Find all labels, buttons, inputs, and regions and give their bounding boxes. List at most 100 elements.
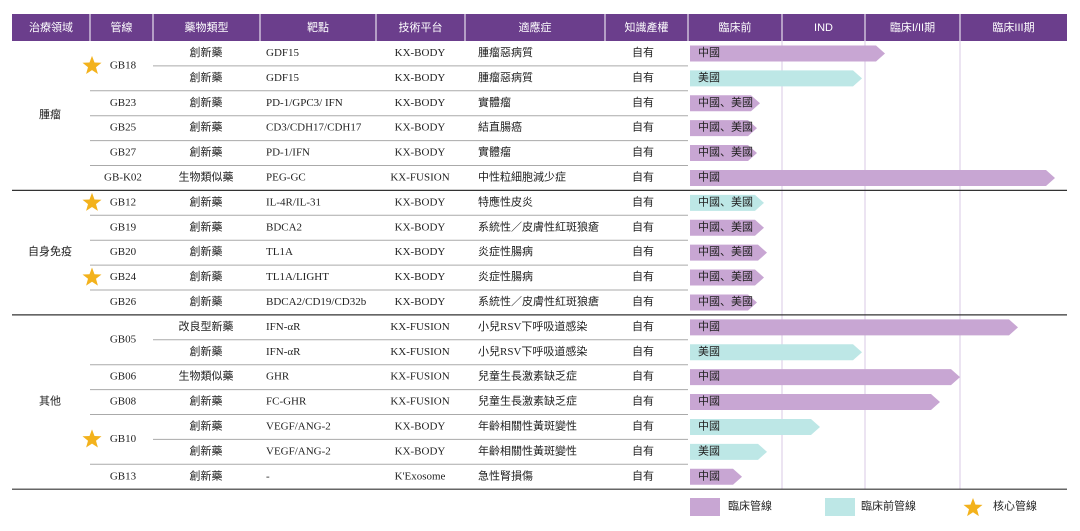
drug-type: 創新藥 (190, 145, 223, 159)
platform: KX-BODY (395, 271, 446, 283)
region: 中國、美國 (698, 245, 753, 258)
header-cell: 管線 (111, 20, 133, 34)
therapeutic-area: 其他 (39, 395, 61, 408)
header-cell: 靶點 (307, 21, 329, 34)
pipeline: GB05 (110, 333, 137, 345)
platform: KX-FUSION (390, 346, 449, 358)
indication: 年齡相關性黃斑變性 (478, 443, 577, 457)
legend-swatch (690, 498, 720, 516)
ip: 自有 (632, 45, 654, 59)
progress-arrow (690, 369, 960, 386)
drug-type: 生物類似藥 (179, 369, 234, 383)
ip: 自有 (632, 219, 654, 233)
platform: KX-FUSION (390, 171, 449, 183)
progress-arrow (690, 95, 760, 112)
platform: KX-BODY (395, 246, 446, 258)
progress-arrow (690, 319, 1018, 336)
pipeline: GB08 (110, 396, 137, 408)
indication: 小兒RSV下呼吸道感染 (478, 344, 587, 358)
legend-swatch (825, 498, 855, 516)
target: VEGF/ANG-2 (266, 445, 331, 457)
drug-type: 創新藥 (190, 95, 223, 109)
pipeline: GB18 (110, 59, 137, 71)
platform: KX-BODY (395, 296, 446, 308)
pipeline: GB23 (110, 97, 137, 109)
region: 中國、美國 (698, 270, 753, 283)
region: 中國 (698, 370, 720, 383)
pipeline: GB12 (110, 196, 136, 208)
region: 中國、美國 (698, 121, 753, 134)
region: 美國 (698, 444, 720, 457)
target: BDCA2/CD19/CD32b (266, 296, 367, 308)
progress-arrow (690, 219, 764, 236)
indication: 炎症性腸病 (478, 269, 533, 283)
header-cell: 治療領域 (29, 20, 73, 34)
header-cell: 臨床前 (719, 20, 752, 34)
drug-type: 創新藥 (190, 468, 223, 482)
region: 美國 (698, 345, 720, 358)
target: VEGF/ANG-2 (266, 420, 331, 432)
ip: 自有 (632, 194, 654, 208)
ip: 自有 (632, 468, 654, 482)
region: 中國、美國 (698, 96, 753, 109)
region: 中國 (698, 395, 720, 408)
header-cell: 適應症 (519, 20, 552, 34)
indication: 腫瘤惡病質 (478, 70, 533, 84)
region: 中國 (698, 469, 720, 482)
pipeline: GB25 (110, 122, 137, 134)
core-star (82, 192, 102, 211)
pipeline: GB13 (110, 470, 137, 482)
region: 中國、美國 (698, 220, 753, 233)
progress-arrow (690, 120, 757, 137)
progress-arrow (690, 45, 885, 62)
region: 中國、美國 (698, 295, 753, 308)
progress-arrow (690, 344, 862, 361)
region: 中國、美國 (698, 146, 753, 159)
indication: 實體瘤 (478, 145, 511, 159)
target: - (266, 470, 270, 482)
core-star (82, 55, 102, 74)
region: 美國 (698, 71, 720, 84)
indication: 急性腎損傷 (478, 468, 533, 482)
platform: KX-BODY (395, 147, 446, 159)
target: PD-1/GPC3/ IFN (266, 97, 343, 109)
ip: 自有 (632, 369, 654, 383)
target: FC-GHR (266, 396, 307, 408)
region: 中國 (698, 46, 720, 59)
ip: 自有 (632, 269, 654, 283)
ip: 自有 (632, 95, 654, 109)
region: 中國、美國 (698, 195, 753, 208)
therapeutic-area: 腫瘤 (39, 107, 61, 121)
header-cell: IND (814, 22, 833, 34)
target: GDF15 (266, 47, 300, 59)
ip: 自有 (632, 120, 654, 134)
drug-type: 創新藥 (190, 394, 223, 408)
progress-arrow (690, 294, 757, 311)
target: IL-4R/IL-31 (266, 196, 321, 208)
target: PD-1/IFN (266, 147, 310, 159)
progress-arrow (690, 70, 862, 87)
platform: KX-BODY (395, 445, 446, 457)
pipeline: GB-K02 (104, 171, 142, 183)
drug-type: 創新藥 (190, 344, 223, 358)
progress-arrow (690, 145, 757, 162)
target: TL1A/LIGHT (266, 271, 329, 283)
platform: KX-FUSION (390, 321, 449, 333)
header-cell: 臨床III期 (992, 20, 1034, 34)
drug-type: 創新藥 (190, 443, 223, 457)
progress-arrow (690, 468, 742, 485)
pipeline: GB06 (110, 371, 137, 383)
drug-type: 創新藥 (190, 418, 223, 432)
indication: 特應性皮炎 (478, 194, 533, 208)
drug-type: 創新藥 (190, 194, 223, 208)
indication: 實體瘤 (478, 95, 511, 109)
pipeline: GB20 (110, 246, 137, 258)
legend-label: 核心管線 (993, 499, 1037, 513)
progress-arrow (690, 244, 767, 261)
region: 中國 (698, 419, 720, 432)
therapeutic-area: 自身免疫 (28, 244, 72, 258)
platform: KX-BODY (395, 196, 446, 208)
platform: KX-BODY (395, 122, 446, 134)
legend-label: 臨床前管線 (861, 499, 916, 513)
